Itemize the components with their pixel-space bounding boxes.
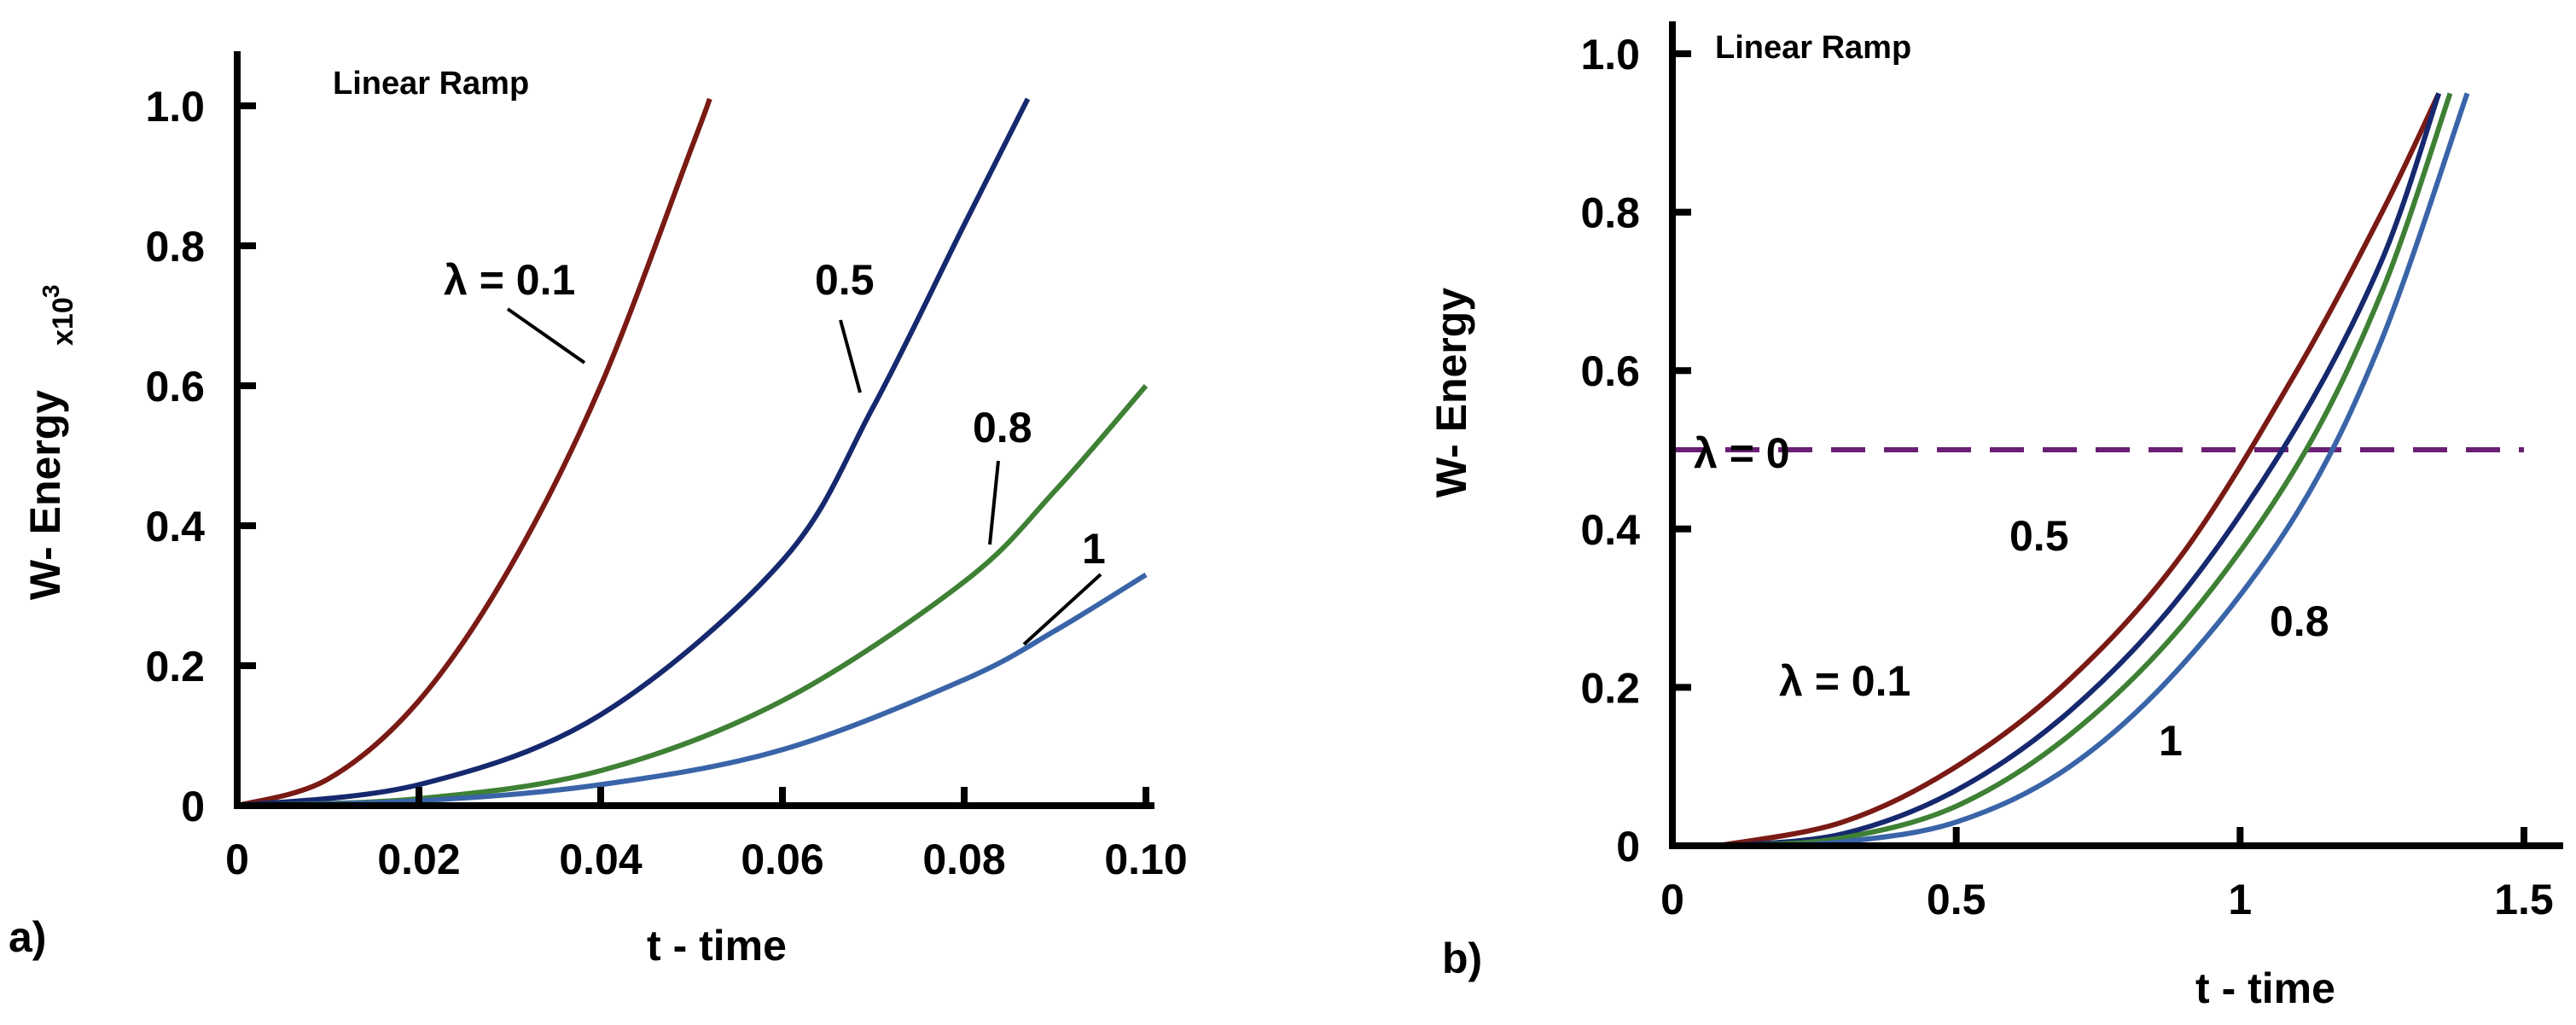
panel-a-ticks: 0 0.02 0.04 0.06 0.08 0.10 0 0.2 0.4 0.6 0.8 1.0 [145, 83, 1187, 883]
panel-b-y-tick-label: 0.2 [1580, 664, 1640, 712]
panel-a: 0 0.02 0.04 0.06 0.08 0.10 0 0.2 0.4 0.6 0.8 1.0 Li… [9, 51, 1188, 970]
panel-a-x-tick-label: 0.08 [922, 836, 1005, 883]
panel-a-x-axis-title: t - time [647, 922, 787, 970]
panel-b-series-line-1 [1717, 92, 2441, 848]
panel-a-label-0.8: 0.8 [973, 404, 1032, 451]
svg-text:x10: x10 [47, 297, 79, 346]
panel-b-label-lambda-0.1: λ = 0.1 [1779, 657, 1910, 705]
panel-a-series-line-0 [236, 97, 712, 808]
panel-b-label-0.8: 0.8 [2270, 597, 2329, 645]
panel-b-label-lambda-0: λ = 0 [1694, 429, 1790, 477]
panel-a-leader-0.5 [839, 319, 862, 393]
panel-b-y-tick-label: 1.0 [1580, 31, 1640, 79]
panel-a-x-tick-label: 0.04 [559, 836, 643, 883]
panel-b-label-0.5: 0.5 [2009, 512, 2069, 560]
panel-a-series-line-3 [236, 572, 1148, 808]
panel-b-y-axis-title: W- Energy [1428, 288, 1475, 498]
panel-b-ticks: 0 0.5 1 1.5 0 0.2 0.4 0.6 0.8 1.0 [1580, 31, 2553, 923]
panel-b-series-line-4 [1757, 92, 2470, 848]
panel-a-x-tick-label: 0.06 [741, 836, 823, 883]
panel-b-x-tick-label: 0 [1660, 876, 1684, 923]
panel-b-y-tick-label: 0 [1616, 823, 1640, 871]
panel-a-x-tick-label: 0.10 [1104, 836, 1187, 883]
svg-text:3: 3 [38, 284, 64, 298]
panel-a-y-tick-label: 0.2 [145, 643, 205, 690]
panel-a-y-axis-title: W- Energy [21, 390, 69, 600]
panel-b-series-line-2 [1729, 92, 2442, 848]
panel-a-tag: a) [9, 913, 46, 961]
panel-b-y-tick-label: 0.4 [1580, 506, 1640, 554]
panel-a-leader-0.8 [988, 460, 1000, 545]
panel-a-x-tick-label: 0 [225, 836, 249, 883]
panel-a-leader-1 [1022, 573, 1102, 646]
panel-a-y-multiplier: x10 3 [38, 284, 79, 346]
panel-b-curves [1672, 92, 2524, 848]
panel-a-leader-lambda-0.1 [506, 307, 586, 364]
panel-b-x-axis-title: t - time [2195, 964, 2335, 1012]
panel-a-y-tick-label: 0.8 [145, 223, 205, 271]
panel-a-label-0.5: 0.5 [815, 256, 875, 304]
panel-a-x-tick-label: 0.02 [377, 836, 460, 883]
panel-b-series-line-3 [1740, 92, 2453, 848]
panel-b-y-tick-label: 0.8 [1580, 189, 1640, 237]
panel-b-x-tick-label: 1 [2228, 876, 2252, 923]
panel-a-series-line-1 [236, 97, 1031, 808]
panel-b-tag: b) [1442, 935, 1482, 982]
panel-b-x-tick-label: 1.5 [2494, 876, 2554, 923]
panel-a-label-lambda-0.1: λ = 0.1 [444, 256, 575, 304]
panel-a-y-tick-label: 0 [181, 783, 205, 830]
panel-b-y-tick-label: 0.6 [1580, 347, 1640, 395]
panel-a-curves [236, 97, 1148, 808]
panel-b: 0 0.5 1 1.5 0 0.2 0.4 0.6 0.8 1.0 Linear Ramp W- … [1428, 21, 2563, 1012]
panel-b-x-tick-label: 0.5 [1927, 876, 1986, 923]
panel-b-title: Linear Ramp [1715, 30, 1911, 66]
panel-a-y-tick-label: 1.0 [145, 83, 205, 131]
panel-a-title: Linear Ramp [333, 66, 529, 102]
panel-a-y-tick-label: 0.6 [145, 363, 205, 411]
panel-a-label-1: 1 [1082, 525, 1106, 573]
panel-b-label-1: 1 [2159, 717, 2183, 765]
panel-a-y-tick-label: 0.4 [145, 503, 205, 550]
